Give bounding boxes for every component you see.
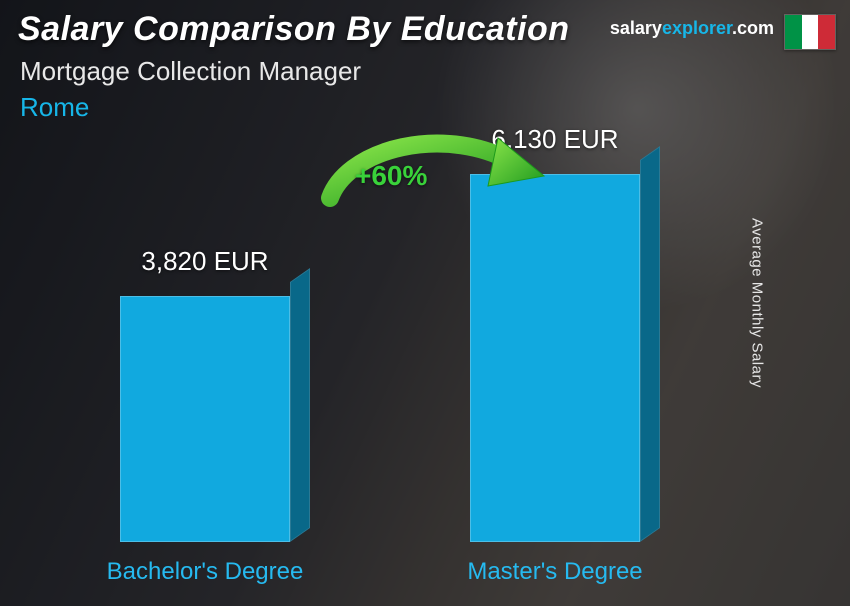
percent-increase-label: +60% xyxy=(355,160,427,192)
bar-front-face xyxy=(120,296,290,542)
increase-arrow-icon xyxy=(300,120,560,240)
chart-stage: Salary Comparison By Education Mortgage … xyxy=(0,0,850,606)
bar-side-face xyxy=(640,146,660,542)
bar-body xyxy=(120,296,290,542)
bar-side-face xyxy=(290,268,310,542)
bar-bachelors: 3,820 EUR Bachelor's Degree xyxy=(120,296,290,542)
bar-value: 3,820 EUR xyxy=(141,246,268,277)
bar-label: Master's Degree xyxy=(467,558,642,586)
bar-chart: 3,820 EUR Bachelor's Degree 6,130 EUR Ma… xyxy=(0,0,850,606)
bar-label: Bachelor's Degree xyxy=(107,558,304,586)
arrow-head xyxy=(488,138,544,186)
